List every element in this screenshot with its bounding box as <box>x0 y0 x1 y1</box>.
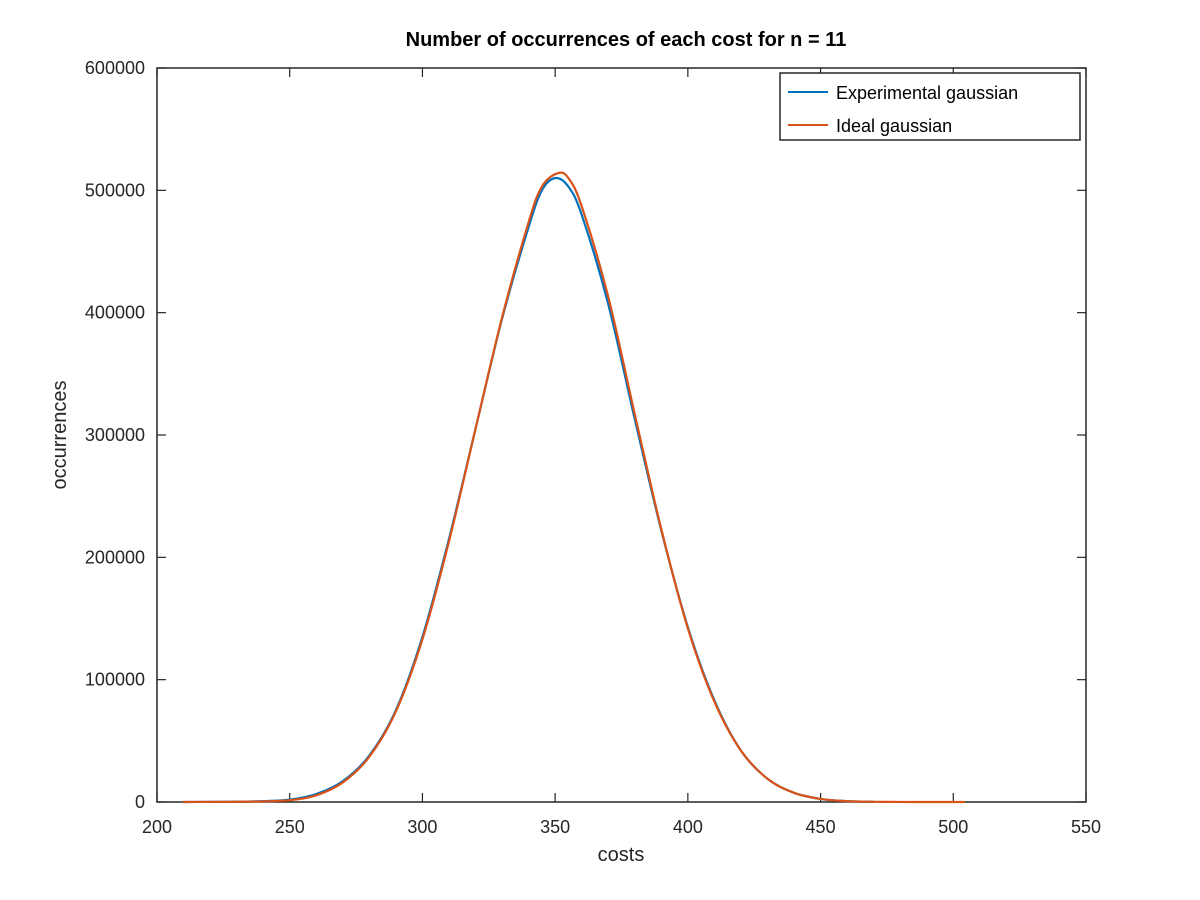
x-tick-label: 300 <box>407 817 437 837</box>
plot-area <box>156 67 1087 803</box>
y-tick-label: 400000 <box>85 303 145 323</box>
x-tick-label: 200 <box>142 817 172 837</box>
y-tick-label: 0 <box>135 792 145 812</box>
x-tick-label: 550 <box>1071 817 1101 837</box>
y-tick-label: 300000 <box>85 425 145 445</box>
x-tick-label: 500 <box>938 817 968 837</box>
x-tick-label: 400 <box>673 817 703 837</box>
series-lines <box>182 171 965 804</box>
y-tick-label: 600000 <box>85 58 145 78</box>
legend-box <box>779 72 1081 141</box>
series-line-ideal <box>182 171 965 804</box>
x-axis-label: costs <box>598 844 645 866</box>
legend: Experimental gaussian Ideal gaussian <box>779 72 1081 141</box>
x-tick-label: 350 <box>540 817 570 837</box>
chart-title: Number of occurrences of each cost for n… <box>406 29 847 51</box>
y-tick-label: 100000 <box>85 670 145 690</box>
x-tick-label: 450 <box>806 817 836 837</box>
axis-tick-labels: 200 250 300 350 400 450 500 550 0 100000 200000 300… <box>85 58 1101 837</box>
y-axis-label: occurrences <box>49 381 71 490</box>
legend-label-ideal: Ideal gaussian <box>836 116 952 136</box>
y-tick-label: 200000 <box>85 547 145 567</box>
y-tick-label: 500000 <box>85 180 145 200</box>
legend-label-experimental: Experimental gaussian <box>836 83 1018 103</box>
x-tick-label: 250 <box>275 817 305 837</box>
